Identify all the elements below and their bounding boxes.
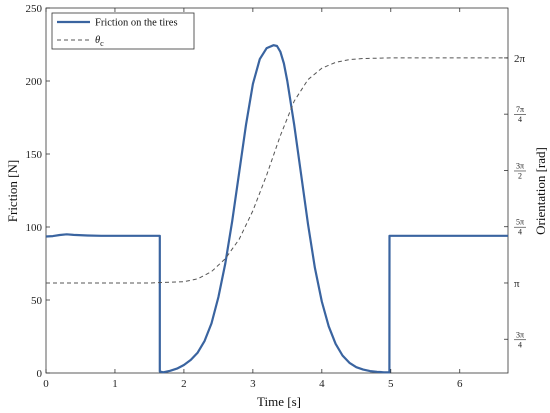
x-axis: 0 1 2 3 4 5 6 <box>43 8 463 390</box>
legend-box <box>51 12 195 50</box>
legend: Friction on the tires θc <box>51 12 195 50</box>
y-tick-label-right-numerator: 3π <box>516 161 524 170</box>
y-axis-label-left: Friction [N] <box>5 160 20 222</box>
y-tick-label-right-numerator: 3π <box>516 330 524 339</box>
y-tick-label-right-denominator: 4 <box>518 228 522 237</box>
y-tick-label-left: 250 <box>26 3 43 15</box>
y-tick-label-left: 150 <box>26 149 43 161</box>
friction-line <box>45 44 508 374</box>
legend-label-friction: Friction on the tires <box>95 18 178 29</box>
theta-c-line <box>46 57 508 284</box>
y-axis-label-right: Orientation [rad] <box>533 147 548 235</box>
y-tick-label-left: 0 <box>37 368 43 380</box>
plot-frame <box>45 7 509 374</box>
x-tick-label: 2 <box>181 378 187 390</box>
y-tick-label-left: 200 <box>26 76 43 88</box>
x-tick-label: 1 <box>112 378 118 390</box>
x-tick-label: 6 <box>457 378 463 390</box>
y-tick-label-right-denominator: 4 <box>518 115 522 124</box>
x-tick-label: 5 <box>388 378 394 390</box>
y-tick-label-right: 2π <box>514 53 526 65</box>
x-tick-label: 3 <box>250 378 256 390</box>
plot-area <box>45 7 509 374</box>
y-tick-label-right-denominator: 4 <box>518 340 522 349</box>
y-tick-label-left: 50 <box>31 295 43 307</box>
y-tick-label-right-numerator: 5π <box>516 218 524 227</box>
y-tick-label-right: π <box>514 278 520 290</box>
y-axis-left: 0 50 100 150 200 250 <box>26 3 50 380</box>
x-tick-label: 4 <box>319 378 325 390</box>
y-tick-label-left: 100 <box>26 222 43 234</box>
legend-label-theta: θc <box>95 35 104 48</box>
x-axis-label: Time [s] <box>257 394 301 409</box>
y-tick-label-right-denominator: 2 <box>518 171 522 180</box>
x-tick-label: 0 <box>43 378 49 390</box>
y-tick-label-right-numerator: 7π <box>516 105 524 114</box>
